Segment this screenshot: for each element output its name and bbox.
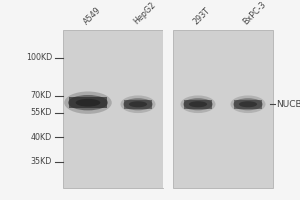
Ellipse shape — [183, 98, 213, 110]
Bar — [163, 30, 173, 188]
Ellipse shape — [76, 99, 100, 107]
Ellipse shape — [68, 95, 108, 110]
Text: 40KD: 40KD — [31, 133, 52, 142]
Ellipse shape — [121, 95, 155, 113]
Bar — [63, 30, 163, 188]
Text: BxPC-3: BxPC-3 — [242, 0, 268, 26]
Ellipse shape — [181, 95, 215, 113]
Ellipse shape — [233, 98, 263, 110]
Bar — [69, 97, 107, 108]
Text: HepG2: HepG2 — [132, 0, 158, 26]
Ellipse shape — [64, 91, 112, 114]
Bar — [234, 100, 262, 109]
Ellipse shape — [123, 98, 153, 110]
Text: 293T: 293T — [192, 5, 212, 26]
Bar — [173, 30, 273, 188]
Text: NUCB1: NUCB1 — [276, 100, 300, 109]
Ellipse shape — [239, 101, 257, 107]
Ellipse shape — [129, 101, 147, 107]
Bar — [184, 100, 212, 109]
Text: 70KD: 70KD — [31, 91, 52, 100]
Text: 100KD: 100KD — [26, 53, 52, 62]
Ellipse shape — [189, 101, 207, 107]
Text: 55KD: 55KD — [31, 108, 52, 117]
Bar — [124, 100, 152, 109]
Text: 35KD: 35KD — [31, 157, 52, 166]
Text: A549: A549 — [82, 5, 103, 26]
Ellipse shape — [230, 95, 266, 113]
